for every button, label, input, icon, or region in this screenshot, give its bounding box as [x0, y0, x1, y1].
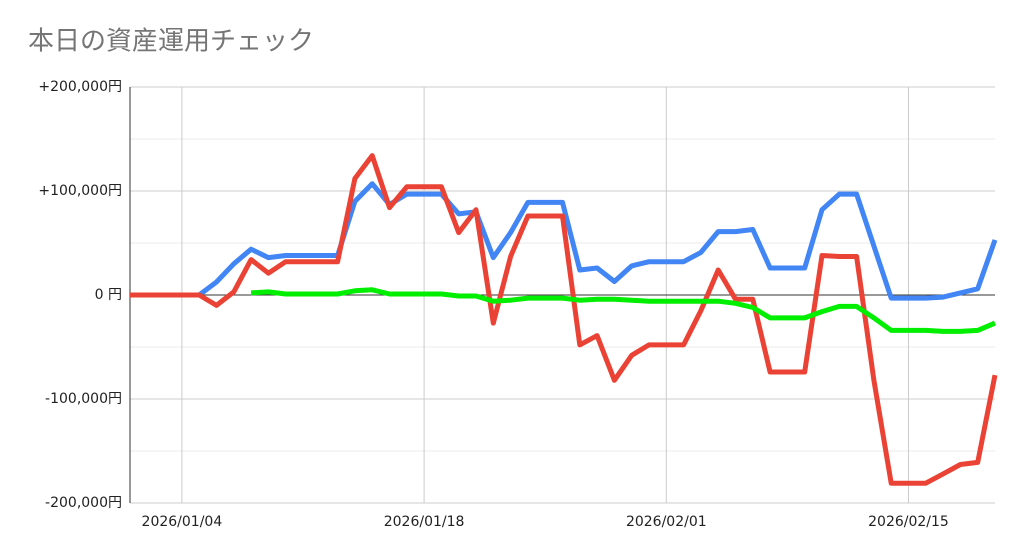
y-tick-label: -100,000円 [45, 391, 122, 407]
chart-title: 本日の資産運用チェック [28, 27, 314, 57]
x-tick-label: 2026/01/04 [142, 514, 223, 530]
y-tick-label: +200,000円 [38, 79, 122, 95]
series-line [130, 153, 998, 486]
series-line [250, 287, 996, 334]
x-tick-label: 2026/02/01 [626, 514, 707, 530]
y-tick-label: -200,000円 [45, 495, 122, 511]
x-tick-label: 2026/01/18 [384, 514, 465, 530]
y-tick-label: 0 円 [95, 287, 122, 303]
x-tick-label: 2026/02/15 [868, 514, 949, 530]
series-line [130, 181, 998, 301]
y-tick-label: +100,000円 [38, 183, 122, 199]
